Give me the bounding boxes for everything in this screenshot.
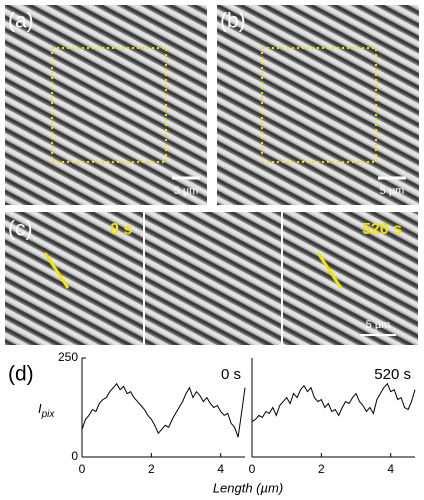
y-axis-label: Ipix (38, 401, 55, 419)
roi-box (261, 47, 377, 163)
panel-label: (b) (220, 10, 246, 33)
micrograph-b (217, 5, 419, 205)
scale-bar-label: 5 µm (366, 319, 391, 331)
scale-bar-label: 5 µm (174, 185, 199, 197)
x-tick-label: 2 (148, 462, 155, 476)
x-axis-label: Length (µm) (213, 480, 283, 495)
profile-line (316, 252, 343, 289)
y-tick-label: 0 (71, 449, 78, 463)
panel-label: (d) (8, 363, 34, 386)
panel-label: (c) (8, 218, 33, 241)
y-tick-label: 250 (58, 350, 78, 364)
panel-label: (a) (8, 10, 34, 33)
x-tick-label: 4 (217, 462, 224, 476)
time-label: 0 s (221, 366, 241, 383)
y-label-sub: pix (41, 409, 56, 420)
time-label: 0 s (110, 221, 132, 238)
time-label: 520 s (374, 366, 411, 383)
x-tick-label: 4 (387, 462, 394, 476)
scale-bar-label: 5 µm (380, 185, 405, 197)
x-tick-label: 0 (249, 462, 256, 476)
profile-line (43, 252, 70, 289)
profile-line (81, 382, 246, 438)
roi-box (51, 47, 167, 163)
micrograph-c (5, 212, 418, 345)
x-tick-label: 2 (318, 462, 325, 476)
x-tick-label: 0 (79, 462, 86, 476)
time-label: 520 s (362, 221, 402, 238)
profile-line (251, 382, 416, 422)
micrograph-a (5, 5, 207, 205)
y-label-main: I (38, 401, 42, 416)
